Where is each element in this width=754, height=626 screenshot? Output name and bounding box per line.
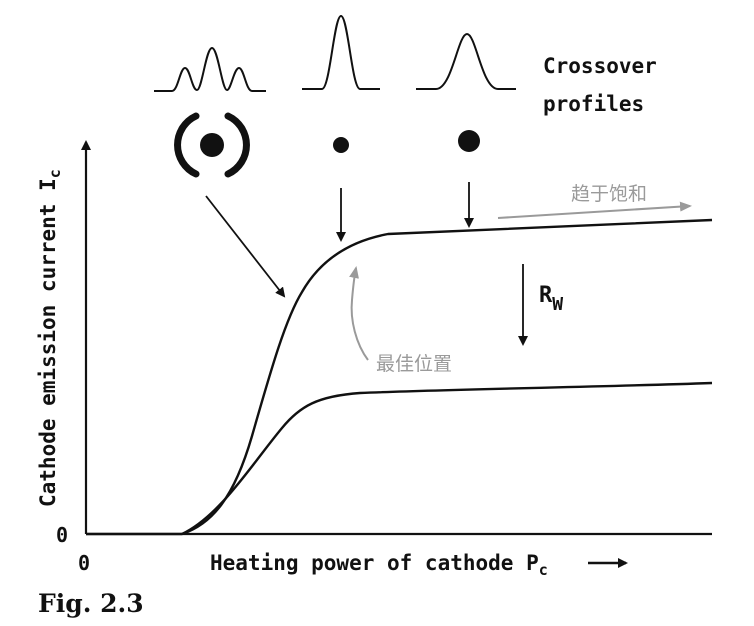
x-axis-symbol: P bbox=[526, 551, 539, 575]
y-axis-label-text: Cathode emission current bbox=[36, 204, 60, 507]
saturation-note: 趋于饱和 bbox=[571, 183, 647, 205]
crossover-profile-wide bbox=[416, 32, 516, 90]
crossover-profiles-title-line2: profiles bbox=[543, 92, 644, 116]
figure-caption: Fig. 2.3 bbox=[38, 589, 144, 618]
crossover-profile-hollow bbox=[154, 46, 266, 92]
x-axis-label: Heating power of cathode Pc bbox=[210, 551, 548, 579]
x-origin-label: 0 bbox=[78, 551, 90, 575]
resistance-subscript: W bbox=[552, 294, 563, 315]
hollow-spot-core bbox=[200, 133, 224, 157]
pointer-arrow-undersaturated bbox=[205, 195, 286, 298]
y-axis-label: Cathode emission current Ic bbox=[36, 169, 64, 507]
resistance-symbol: R bbox=[539, 283, 553, 308]
saturation-arrow bbox=[497, 201, 692, 219]
small-spot bbox=[333, 137, 349, 153]
optimal-note: 最佳位置 bbox=[376, 353, 452, 375]
emission-curve-lower bbox=[181, 381, 713, 536]
hollow-spot-ring-left bbox=[174, 112, 200, 178]
emission-curve-upper bbox=[86, 218, 713, 536]
hollow-spot-ring-right bbox=[224, 112, 250, 178]
resistance-label: RW bbox=[539, 283, 563, 315]
optimal-arrow bbox=[349, 266, 369, 361]
x-axis-label-text: Heating power of cathode bbox=[210, 551, 513, 575]
y-axis-symbol: I bbox=[36, 178, 60, 191]
crossover-profiles-title-line1: Crossover bbox=[543, 54, 657, 78]
y-origin-label: 0 bbox=[56, 523, 68, 547]
y-axis-subscript: c bbox=[46, 169, 64, 178]
medium-spot bbox=[458, 130, 480, 152]
crossover-profile-sharp bbox=[302, 14, 380, 90]
x-axis-subscript: c bbox=[539, 561, 548, 579]
